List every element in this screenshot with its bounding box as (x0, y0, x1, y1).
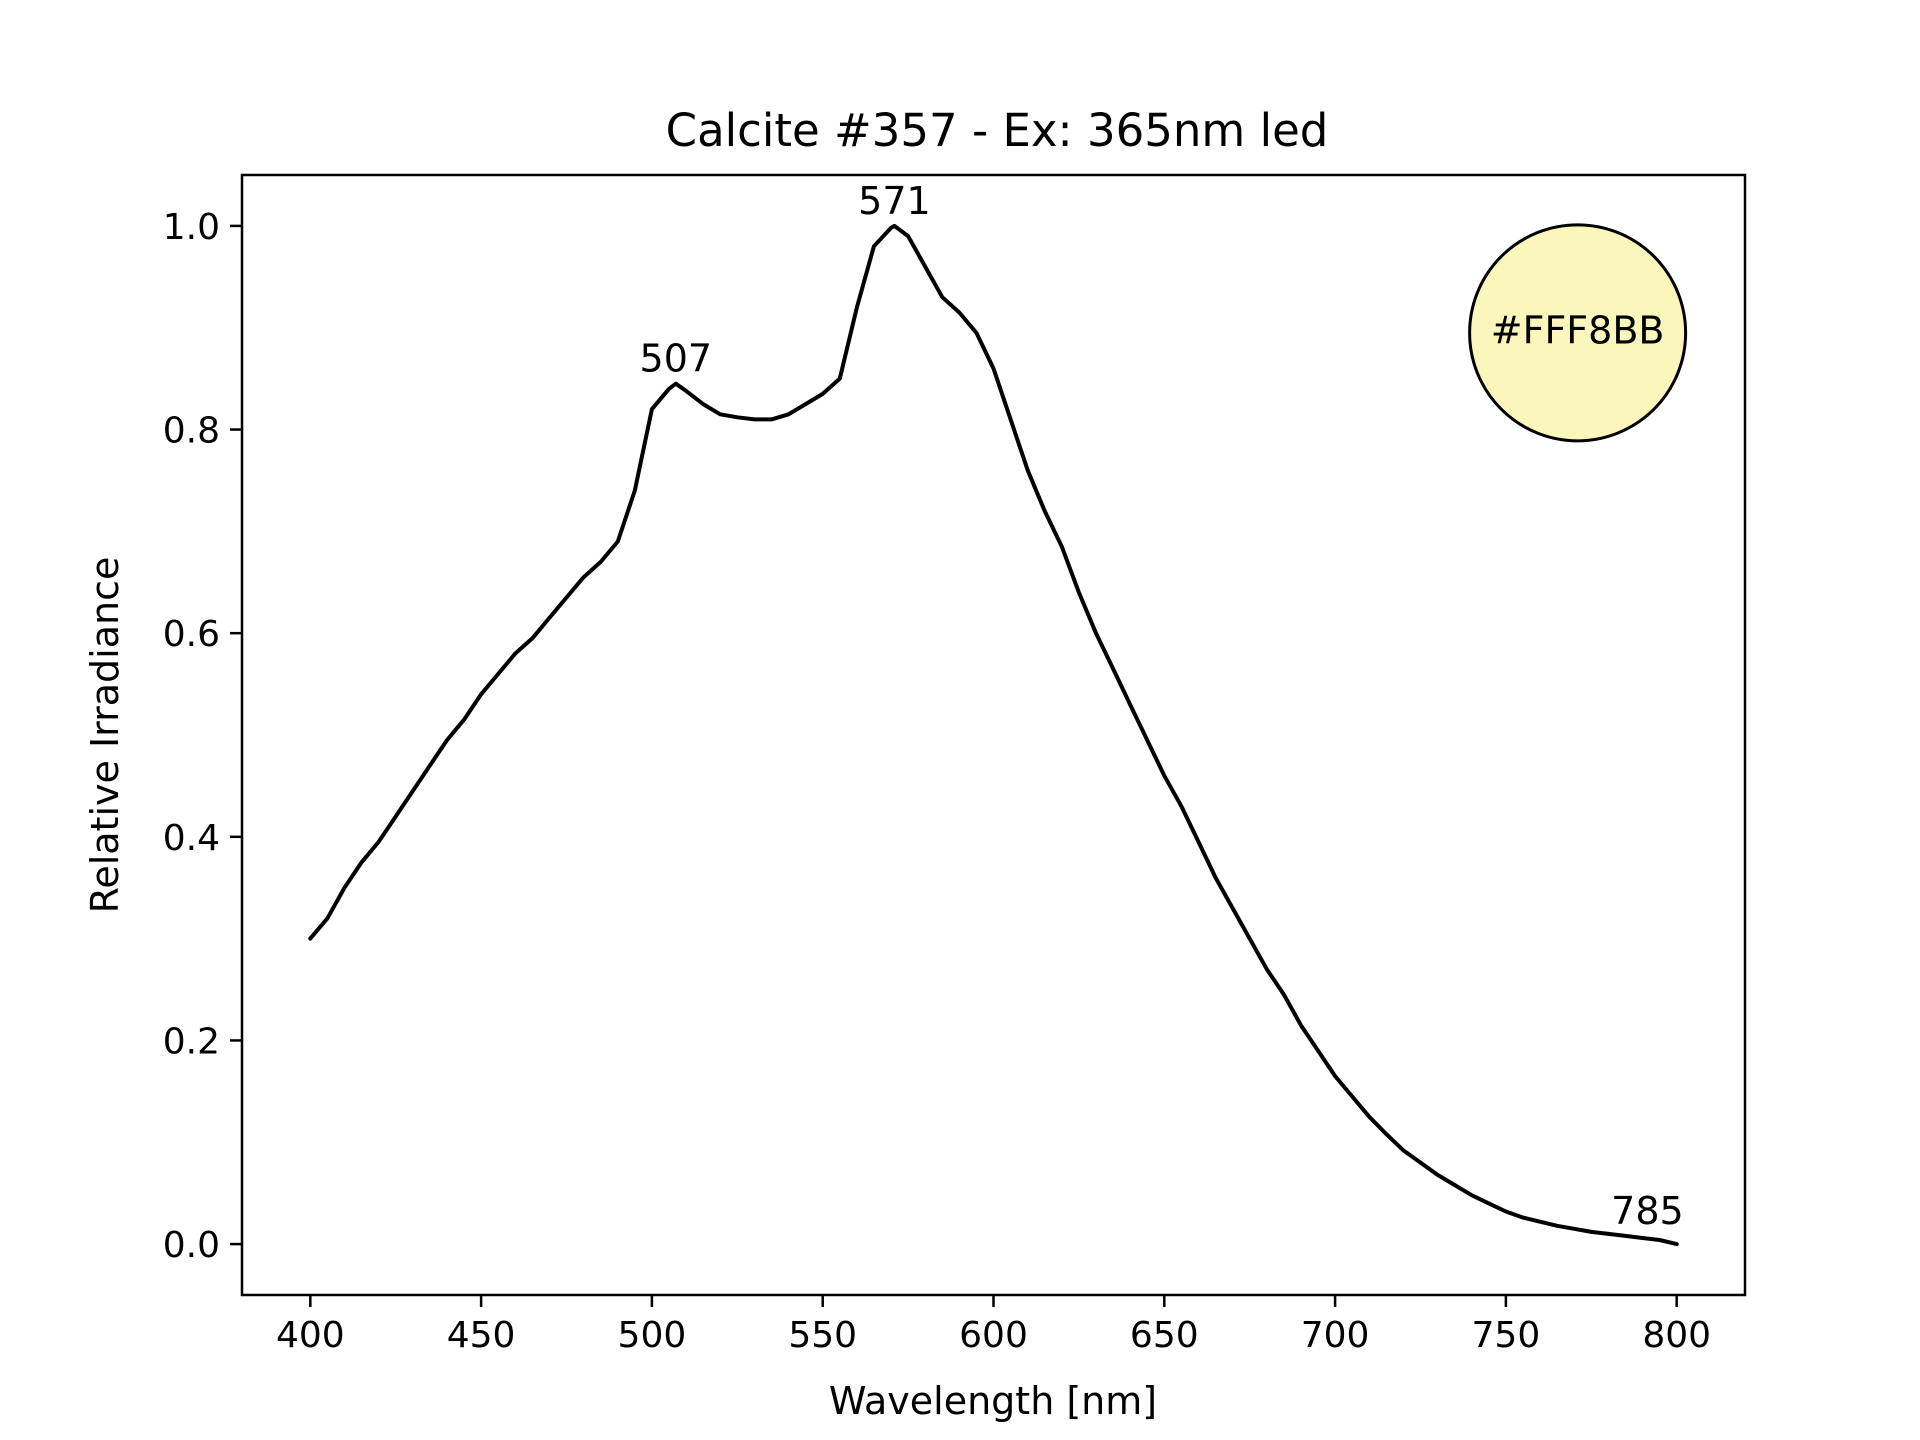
x-tick-label: 650 (1130, 1315, 1199, 1356)
x-axis: 400 450 500 550 600 650 700 750 800 (276, 1295, 1711, 1356)
y-tick-label: 0.8 (163, 411, 220, 452)
x-tick-label: 550 (788, 1315, 857, 1356)
peak-label: 785 (1611, 1189, 1684, 1233)
peak-annotations: 507 571 785 (640, 179, 1684, 1233)
x-tick-label: 750 (1472, 1315, 1541, 1356)
y-tick-label: 0.4 (163, 818, 220, 859)
series-line-spectrum (308, 223, 1679, 1247)
x-tick-label: 600 (959, 1315, 1028, 1356)
x-tick-label: 800 (1642, 1315, 1711, 1356)
y-tick-label: 0.2 (163, 1021, 220, 1062)
y-axis-label: Relative Irradiance (83, 557, 127, 914)
y-tick-label: 0.0 (163, 1225, 220, 1266)
series-layer (308, 223, 1679, 1247)
x-tick-label: 700 (1301, 1315, 1370, 1356)
peak-label: 571 (858, 179, 931, 223)
x-tick-label: 500 (618, 1315, 687, 1356)
y-tick-label: 0.6 (163, 614, 220, 655)
color-swatch-label: #FFF8BB (1491, 308, 1665, 352)
x-tick-label: 450 (447, 1315, 516, 1356)
y-tick-label: 1.0 (163, 207, 220, 248)
peak-label: 507 (640, 337, 713, 381)
color-swatch-circle (1468, 223, 1688, 443)
chart-title: Calcite #357 - Ex: 365nm led (666, 104, 1329, 157)
color-swatch: #FFF8BB (1468, 223, 1688, 443)
x-tick-label: 400 (276, 1315, 345, 1356)
y-axis: 0.0 0.2 0.4 0.6 0.8 1.0 (163, 207, 242, 1266)
x-axis-label: Wavelength [nm] (829, 1379, 1157, 1423)
